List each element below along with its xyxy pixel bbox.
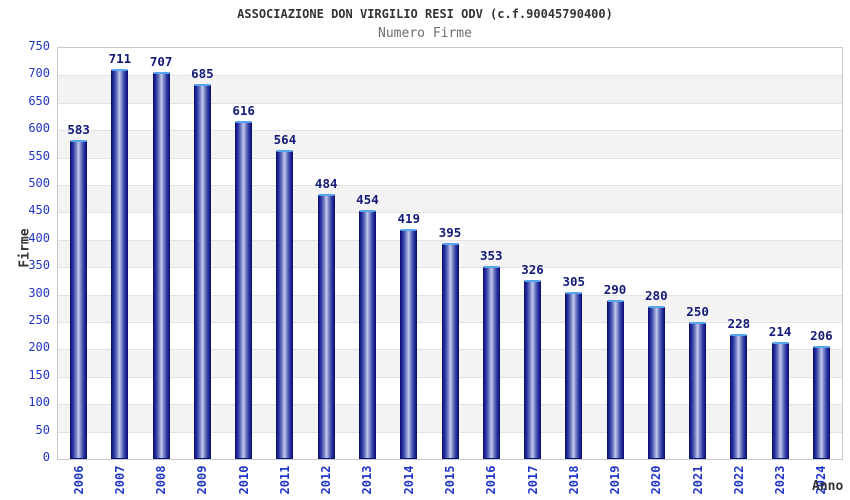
- plot-band: [58, 48, 842, 76]
- bar-value-label: 228: [727, 316, 751, 332]
- x-tick-label: 2018: [566, 465, 581, 495]
- gridline: [58, 157, 842, 159]
- bar-value-label: 250: [686, 304, 709, 319]
- bar-2018: [565, 291, 583, 459]
- x-tick-label: 2017: [525, 465, 540, 495]
- bar-2007: [111, 69, 129, 459]
- gridline: [58, 75, 842, 77]
- bar-value-label: 685: [191, 65, 214, 81]
- bar-2020: [647, 305, 665, 459]
- y-tick-label: 300: [28, 285, 50, 300]
- bar-2012: [317, 193, 335, 459]
- bar-2024: [812, 346, 830, 459]
- bar-value-label: 711: [108, 51, 132, 67]
- bar-2023: [771, 341, 789, 459]
- bar-2019: [606, 300, 624, 459]
- plot-band: [58, 212, 842, 240]
- plot-band: [58, 130, 842, 158]
- bar-value-label: 353: [479, 247, 503, 263]
- bar-value-label: 280: [645, 287, 668, 303]
- bar-2016: [482, 265, 500, 459]
- x-axis-label: Anno: [812, 479, 844, 494]
- bar-value-label: 305: [562, 273, 586, 289]
- plot-area: 583 711 707 685 616 564 484 454 419 395 353 326 305 2…: [57, 47, 843, 460]
- bar-value-label: 419: [397, 211, 421, 227]
- plot-band: [58, 75, 842, 103]
- y-tick-label: 700: [28, 66, 50, 81]
- bar-value-label: 616: [232, 103, 255, 119]
- bar-2021: [689, 322, 707, 459]
- plot-band: [58, 157, 842, 185]
- y-tick-label: 50: [35, 422, 50, 437]
- bar-value-label: 290: [603, 282, 627, 298]
- y-tick-label: 150: [28, 367, 50, 382]
- x-tick-label: 2010: [236, 465, 251, 495]
- bar-value-label: 454: [356, 192, 379, 208]
- bar-value-label: 564: [273, 131, 297, 147]
- bar-2010: [235, 121, 253, 459]
- x-tick-label: 2012: [319, 465, 334, 495]
- y-tick-label: 550: [28, 148, 50, 163]
- bar-value-label: 395: [438, 224, 462, 240]
- gridline: [58, 102, 842, 104]
- y-tick-label: 600: [28, 121, 50, 136]
- y-tick-label: 650: [28, 93, 50, 108]
- x-tick-label: 2023: [773, 465, 788, 495]
- bar-2017: [524, 280, 542, 459]
- bar-value-label: 484: [314, 175, 338, 191]
- bar-value-label: 707: [149, 53, 173, 69]
- bar-2009: [193, 83, 211, 459]
- chart-subtitle: Numero Firme: [378, 26, 472, 41]
- plot-band: [58, 185, 842, 213]
- gridline: [58, 130, 842, 132]
- bar-value-label: 206: [810, 328, 833, 344]
- y-tick-label: 750: [28, 39, 50, 53]
- x-tick-label: 2020: [649, 465, 664, 495]
- y-tick-label: 100: [28, 395, 50, 410]
- x-tick-label: 2019: [608, 465, 623, 495]
- bar-2011: [276, 149, 294, 459]
- bar-2015: [441, 242, 459, 459]
- bar-value-label: 214: [768, 323, 792, 339]
- y-tick-label: 200: [28, 340, 50, 355]
- bar-2014: [400, 229, 418, 459]
- bar-2006: [70, 139, 88, 459]
- x-tick-label: 2022: [731, 465, 746, 495]
- x-tick-label: 2015: [443, 465, 457, 495]
- plot-band: [58, 102, 842, 131]
- x-tick-label: 2007: [112, 465, 127, 495]
- y-tick-label: 350: [28, 258, 50, 273]
- x-tick-label: 2021: [690, 465, 705, 495]
- x-tick-label: 2008: [154, 465, 169, 495]
- x-tick-label: 2016: [484, 465, 499, 495]
- x-tick-label: 2006: [71, 465, 86, 495]
- y-tick-label: 500: [28, 176, 50, 190]
- y-tick-label: 250: [28, 313, 50, 327]
- gridline: [58, 185, 842, 186]
- bar-2013: [358, 210, 376, 459]
- bar-value-label: 583: [67, 121, 90, 137]
- y-tick-label: 0: [42, 450, 50, 464]
- bar-2008: [152, 71, 170, 459]
- x-tick-label: 2011: [277, 465, 292, 495]
- chart-title: ASSOCIAZIONE DON VIRGILIO RESI ODV (c.f.…: [237, 7, 613, 21]
- bar-2022: [730, 334, 748, 459]
- bar-value-label: 326: [521, 262, 544, 278]
- x-tick-label: 2014: [401, 465, 416, 495]
- x-tick-label: 2009: [195, 465, 210, 495]
- x-tick-label: 2013: [360, 465, 375, 495]
- y-tick-label: 400: [28, 230, 50, 245]
- gridline: [58, 239, 842, 241]
- gridline: [58, 212, 842, 214]
- y-tick-label: 450: [28, 203, 50, 218]
